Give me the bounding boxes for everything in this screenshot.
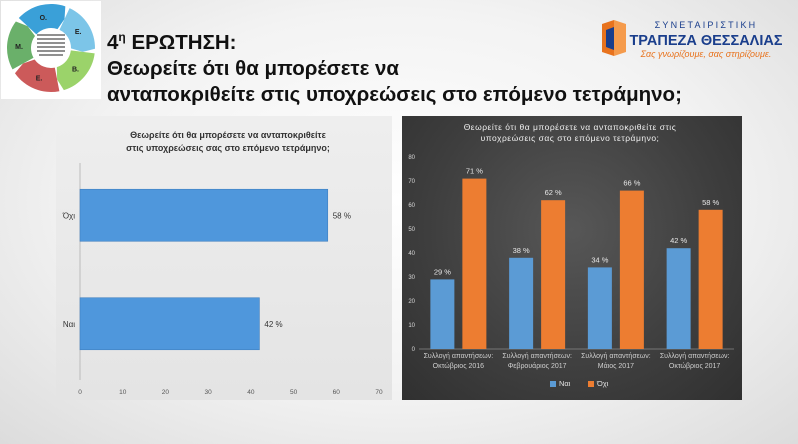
vchart-bar bbox=[587, 267, 612, 349]
vchart-title-line-2: υποχρεώσεις σας στο επόμενο τετράμηνο; bbox=[481, 133, 660, 143]
vchart-data-label: 34 % bbox=[591, 255, 608, 264]
cycle-letter: Ο. bbox=[40, 15, 47, 22]
question-heading: 4η ΕΡΩΤΗΣΗ: bbox=[107, 24, 727, 56]
cycle-segment bbox=[56, 50, 95, 91]
vchart-tick-label: 20 bbox=[408, 299, 415, 305]
vchart-tick-label: 80 bbox=[408, 155, 415, 161]
legend-swatch bbox=[588, 381, 594, 387]
legend-label: Ναι bbox=[559, 379, 571, 388]
vchart-data-label: 42 % bbox=[670, 236, 687, 245]
hchart-tick-label: 50 bbox=[290, 389, 298, 396]
question-word: ΕΡΩΤΗΣΗ: bbox=[131, 30, 237, 54]
hchart-tick-label: 20 bbox=[162, 389, 170, 396]
hchart-title-line-2: στις υποχρεώσεις σας στο επόμενο τετράμη… bbox=[126, 143, 330, 153]
hchart-tick-label: 40 bbox=[247, 389, 255, 396]
vchart-data-label: 38 % bbox=[513, 246, 530, 255]
hchart-category-label: Όχι bbox=[62, 211, 75, 220]
slide-title: 4η ΕΡΩΤΗΣΗ: Θεωρείτε ότι θα μπορέσετε να… bbox=[107, 24, 727, 108]
brand-slogan-text: Σας γνωρίζουμε, σας στηρίζουμε. bbox=[640, 49, 772, 59]
vchart-tick-label: 40 bbox=[408, 251, 415, 257]
chart-panel-vertical: Θεωρείτε ότι θα μπορέσετε να ανταποκριθε… bbox=[402, 116, 742, 400]
vchart-category-label: Συλλογή απαντήσεων: bbox=[424, 353, 494, 360]
hchart-tick-label: 70 bbox=[375, 389, 383, 396]
vertical-bar-chart: Θεωρείτε ότι θα μπορέσετε να ανταποκριθε… bbox=[408, 122, 734, 388]
cycle-letter: Ε. bbox=[36, 76, 43, 83]
legend-swatch bbox=[550, 381, 556, 387]
legend-label: Όχι bbox=[596, 379, 609, 388]
hchart-tick-label: 60 bbox=[333, 389, 341, 396]
brand-top-text: ΣΥΝΕΤΑΙΡΙΣΤΙΚΗ bbox=[655, 20, 758, 30]
title-line-2: ανταποκριθείτε στις υποχρεώσεις στο επόμ… bbox=[107, 82, 682, 106]
hchart-data-label: 58 % bbox=[333, 211, 351, 220]
bank-logo: ΣΥΝΕΤΑΙΡΙΣΤΙΚΗ ΤΡΑΠΕΖΑ ΘΕΣΣΑΛΙΑΣ Σας γνω… bbox=[598, 16, 783, 60]
vchart-tick-label: 30 bbox=[408, 275, 415, 281]
cycle-segment bbox=[14, 59, 60, 93]
vchart-bar bbox=[698, 209, 723, 349]
hchart-data-label: 42 % bbox=[264, 320, 282, 329]
vchart-data-label: 66 % bbox=[623, 179, 640, 188]
hchart-tick-label: 10 bbox=[119, 389, 127, 396]
vchart-bar bbox=[541, 200, 566, 349]
cycle-segment bbox=[59, 8, 95, 52]
hchart-category-label: Ναι bbox=[63, 320, 75, 329]
bank-mark-icon bbox=[602, 20, 626, 56]
question-superscript: η bbox=[118, 30, 126, 44]
vchart-bar bbox=[619, 190, 644, 349]
hchart-bar bbox=[79, 297, 260, 351]
vchart-data-label: 71 % bbox=[466, 167, 483, 176]
title-line-1: Θεωρείτε ότι θα μπορέσετε να bbox=[107, 56, 399, 80]
hchart-tick-label: 0 bbox=[78, 389, 82, 396]
cycle-letter: Β. bbox=[72, 67, 79, 74]
vchart-bar bbox=[430, 279, 455, 349]
vchart-bar bbox=[509, 257, 534, 349]
logo-left: Ο. Ε. Β. Ε. Μ. bbox=[1, 1, 101, 99]
vchart-tick-label: 70 bbox=[408, 179, 415, 185]
hchart-tick-label: 30 bbox=[205, 389, 213, 396]
vchart-category-label: Συλλογή απαντήσεων: bbox=[660, 353, 730, 360]
question-number: 4 bbox=[107, 30, 119, 54]
brand-main-text: ΤΡΑΠΕΖΑ ΘΕΣΣΑΛΙΑΣ bbox=[629, 33, 782, 49]
cycle-segment bbox=[18, 3, 66, 35]
vchart-tick-label: 0 bbox=[412, 347, 416, 353]
cycle-letter: Μ. bbox=[15, 44, 23, 51]
hchart-bar bbox=[79, 188, 329, 242]
vchart-bar bbox=[462, 178, 487, 349]
vchart-data-label: 58 % bbox=[702, 198, 719, 207]
vchart-category-label: Οκτώβριος 2016 bbox=[433, 362, 485, 370]
vchart-category-label: Συλλογή απαντήσεων: bbox=[581, 353, 651, 360]
vchart-title-line-1: Θεωρείτε ότι θα μπορέσετε να ανταποκριθε… bbox=[464, 122, 677, 132]
vchart-category-label: Συλλογή απαντήσεων: bbox=[502, 353, 572, 360]
chart-panel-horizontal: Θεωρείτε ότι θα μπορέσετε να ανταποκριθε… bbox=[56, 116, 392, 400]
hchart-title-line-1: Θεωρείτε ότι θα μπορέσετε να ανταποκριθε… bbox=[130, 130, 326, 140]
vchart-bar bbox=[666, 248, 691, 349]
vchart-data-label: 62 % bbox=[545, 188, 562, 197]
vchart-data-label: 29 % bbox=[434, 267, 451, 276]
cycle-logo-icon: Ο. Ε. Β. Ε. Μ. bbox=[6, 3, 95, 93]
vchart-category-label: Φεβρουάριος 2017 bbox=[508, 362, 567, 370]
vchart-tick-label: 50 bbox=[408, 227, 415, 233]
vchart-category-label: Μάιος 2017 bbox=[598, 362, 634, 370]
vchart-tick-label: 60 bbox=[408, 203, 415, 209]
cycle-letter: Ε. bbox=[75, 29, 82, 36]
horizontal-bar-chart: Θεωρείτε ότι θα μπορέσετε να ανταποκριθε… bbox=[62, 130, 383, 396]
cycle-segment bbox=[6, 21, 36, 70]
vchart-category-label: Οκτώβριος 2017 bbox=[669, 362, 721, 370]
vchart-tick-label: 10 bbox=[408, 323, 415, 329]
